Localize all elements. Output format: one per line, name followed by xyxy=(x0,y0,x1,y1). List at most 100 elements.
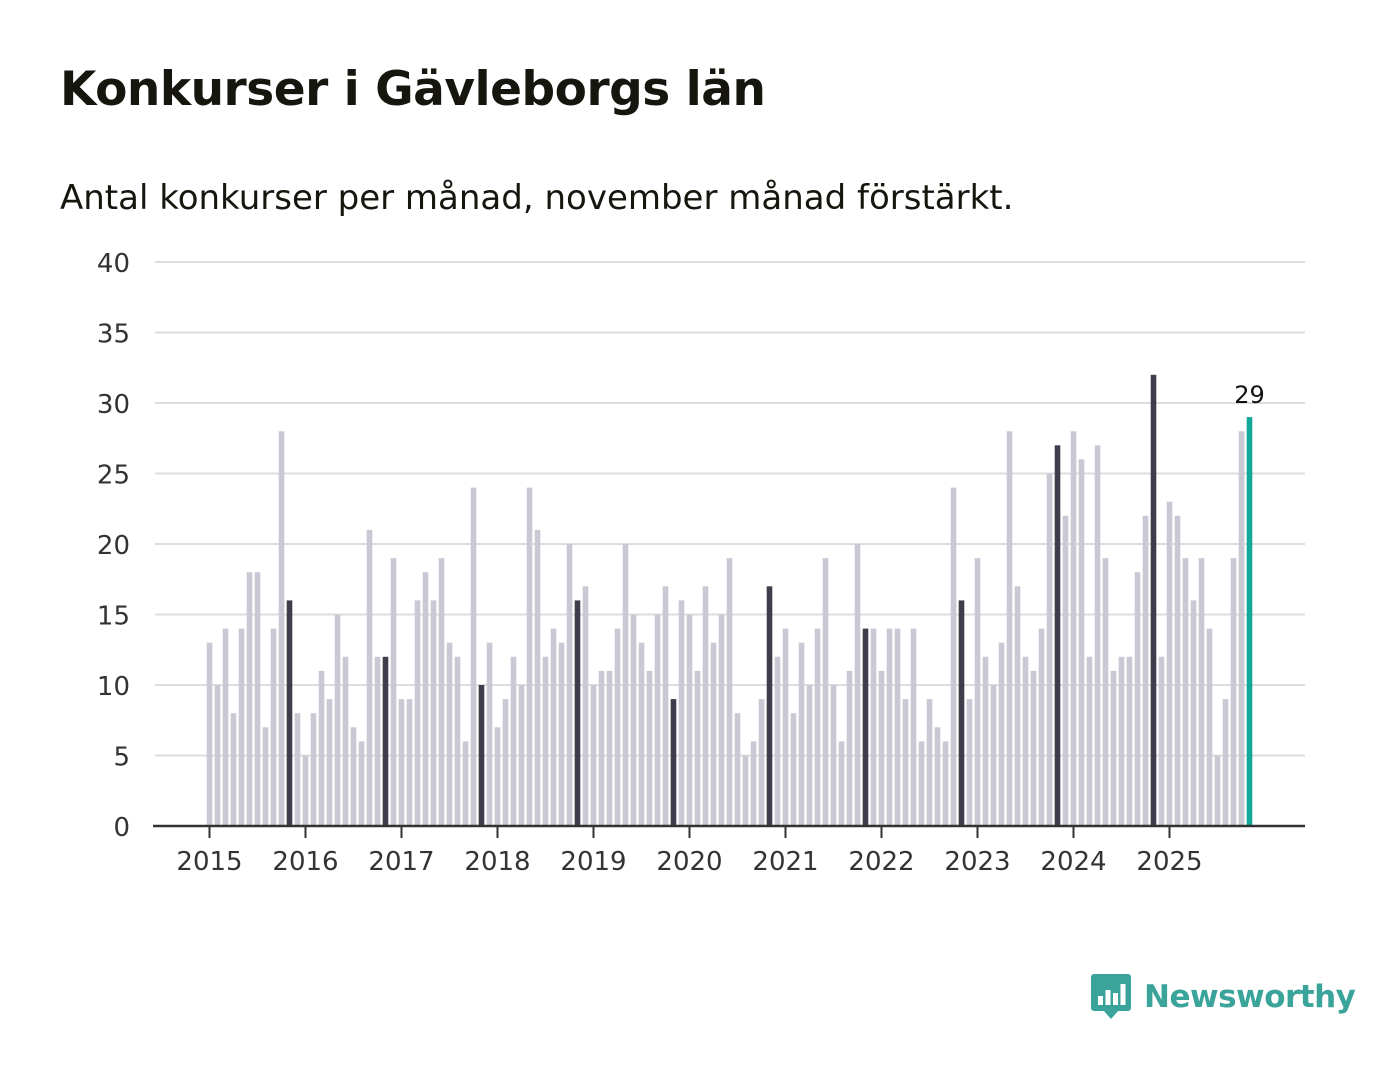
y-tick-label: 25 xyxy=(97,461,130,491)
bar-november xyxy=(1054,445,1061,826)
x-tick-label: 2016 xyxy=(272,847,338,877)
bar xyxy=(854,544,861,826)
bar xyxy=(886,628,893,826)
bar xyxy=(918,741,925,826)
bar xyxy=(502,699,509,826)
bar xyxy=(1158,656,1165,826)
bar xyxy=(910,628,917,826)
bar xyxy=(438,558,445,826)
bar xyxy=(870,628,877,826)
x-tick-label: 2021 xyxy=(752,847,818,877)
bar xyxy=(446,642,453,826)
x-tick-label: 2015 xyxy=(176,847,242,877)
bar xyxy=(318,670,325,826)
bar xyxy=(702,586,709,826)
bar xyxy=(790,713,797,826)
bar-november xyxy=(382,656,389,826)
bar xyxy=(1094,445,1101,826)
y-tick-label: 35 xyxy=(97,320,130,350)
bar xyxy=(926,699,933,826)
bar xyxy=(406,699,413,826)
y-tick-label: 5 xyxy=(113,743,130,773)
bar xyxy=(1030,670,1037,826)
bar xyxy=(774,656,781,826)
bar xyxy=(558,642,565,826)
bar xyxy=(238,628,245,826)
bar xyxy=(422,572,429,826)
chart-speech-bubble-icon xyxy=(1091,974,1131,1019)
bar xyxy=(902,699,909,826)
bar xyxy=(1214,755,1221,826)
bar xyxy=(830,685,837,826)
bar-november xyxy=(766,586,773,826)
bar xyxy=(454,656,461,826)
bar xyxy=(1014,586,1021,826)
bar xyxy=(350,727,357,826)
bar xyxy=(342,656,349,826)
bar-november xyxy=(574,600,581,826)
bar-november xyxy=(862,628,869,826)
bar xyxy=(486,642,493,826)
bar xyxy=(1190,600,1197,826)
bar-latest xyxy=(1246,417,1253,826)
bar xyxy=(726,558,733,826)
y-tick-label: 30 xyxy=(97,390,130,420)
bar xyxy=(1174,515,1181,826)
bar xyxy=(550,628,557,826)
bar xyxy=(814,628,821,826)
bar xyxy=(1022,656,1029,826)
bar xyxy=(1134,572,1141,826)
x-tick-label: 2023 xyxy=(944,847,1010,877)
bar xyxy=(798,642,805,826)
bar xyxy=(734,713,741,826)
bar xyxy=(1206,628,1213,826)
bar xyxy=(806,685,813,826)
bars xyxy=(206,374,1253,826)
bar xyxy=(1062,515,1069,826)
bar xyxy=(662,586,669,826)
x-tick-label: 2018 xyxy=(464,847,530,877)
bar xyxy=(934,727,941,826)
bar xyxy=(374,656,381,826)
bar xyxy=(462,741,469,826)
latest-value-label: 29 xyxy=(1234,381,1265,409)
bar xyxy=(1166,501,1173,826)
bar xyxy=(230,713,237,826)
bar xyxy=(1102,558,1109,826)
y-tick-label: 40 xyxy=(97,249,130,279)
bar xyxy=(430,600,437,826)
bar xyxy=(1078,459,1085,826)
chart-subtitle: Antal konkurser per månad, november måna… xyxy=(60,178,1014,218)
bar xyxy=(414,600,421,826)
chart-title: Konkurser i Gävleborgs län xyxy=(60,62,766,117)
bar xyxy=(846,670,853,826)
bar xyxy=(990,685,997,826)
bar xyxy=(782,628,789,826)
bar xyxy=(1110,670,1117,826)
bar xyxy=(366,529,373,826)
x-tick-label: 2019 xyxy=(560,847,626,877)
bar xyxy=(302,755,309,826)
bar xyxy=(1238,431,1245,826)
bar xyxy=(518,685,525,826)
bar xyxy=(566,544,573,826)
bar xyxy=(1070,431,1077,826)
bar xyxy=(822,558,829,826)
bar xyxy=(950,487,957,826)
bar xyxy=(582,586,589,826)
bar xyxy=(310,713,317,826)
bar xyxy=(494,727,501,826)
bar xyxy=(470,487,477,826)
bar xyxy=(526,487,533,826)
bar xyxy=(606,670,613,826)
bar xyxy=(710,642,717,826)
bar xyxy=(254,572,261,826)
bar xyxy=(966,699,973,826)
bar xyxy=(1126,656,1133,826)
y-tick-label: 15 xyxy=(97,602,130,632)
x-tick-label: 2020 xyxy=(656,847,722,877)
bar xyxy=(1230,558,1237,826)
bar xyxy=(646,670,653,826)
